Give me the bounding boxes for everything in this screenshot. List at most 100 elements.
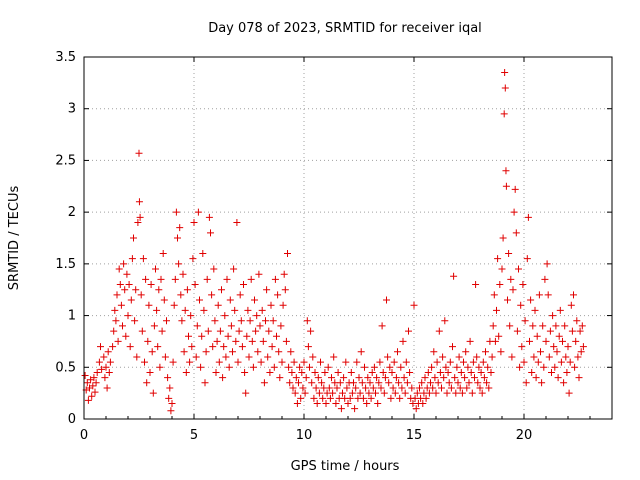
data-point bbox=[169, 358, 177, 366]
data-point bbox=[545, 353, 553, 361]
data-point bbox=[282, 337, 290, 345]
data-point bbox=[189, 255, 197, 263]
data-point bbox=[178, 317, 186, 325]
data-point bbox=[275, 348, 283, 356]
data-point bbox=[232, 337, 240, 345]
data-point bbox=[495, 332, 503, 340]
data-point bbox=[406, 368, 414, 376]
data-point bbox=[499, 234, 507, 242]
data-point bbox=[102, 363, 110, 371]
data-point bbox=[199, 250, 207, 258]
data-point bbox=[532, 374, 540, 382]
data-point bbox=[485, 384, 493, 392]
x-tick-labels: 0 5 10 15 20 bbox=[80, 428, 532, 443]
data-point bbox=[147, 281, 155, 289]
data-point bbox=[541, 275, 549, 283]
data-point bbox=[177, 291, 185, 299]
data-point bbox=[284, 250, 291, 258]
data-point bbox=[526, 337, 533, 345]
data-point bbox=[421, 374, 429, 382]
data-point bbox=[277, 322, 285, 330]
data-point bbox=[329, 389, 337, 397]
data-point bbox=[146, 368, 154, 376]
data-point bbox=[322, 399, 330, 407]
data-point bbox=[295, 379, 302, 387]
data-point bbox=[287, 348, 295, 356]
data-point bbox=[460, 358, 467, 366]
data-point bbox=[458, 389, 466, 397]
data-point bbox=[138, 327, 146, 335]
data-point bbox=[540, 363, 548, 371]
data-point bbox=[473, 353, 481, 361]
data-point bbox=[408, 384, 416, 392]
gridlines bbox=[84, 57, 612, 419]
data-point bbox=[279, 301, 287, 309]
data-point bbox=[501, 69, 509, 77]
y-tick-label: 0 bbox=[68, 412, 76, 427]
data-point bbox=[317, 358, 324, 366]
data-point bbox=[453, 363, 461, 371]
data-point bbox=[237, 317, 245, 325]
data-point bbox=[167, 407, 175, 415]
data-point bbox=[227, 322, 235, 330]
data-point bbox=[463, 384, 471, 392]
data-point bbox=[504, 296, 511, 304]
data-point bbox=[548, 368, 555, 376]
data-point bbox=[493, 306, 500, 314]
data-point bbox=[412, 405, 420, 413]
data-point bbox=[179, 270, 187, 278]
data-point bbox=[476, 384, 484, 392]
data-point bbox=[180, 348, 188, 356]
data-point bbox=[494, 255, 502, 263]
data-point bbox=[81, 372, 89, 380]
data-point bbox=[111, 306, 119, 314]
data-point bbox=[202, 348, 210, 356]
data-point bbox=[363, 399, 371, 407]
data-point bbox=[293, 399, 301, 407]
data-point bbox=[432, 389, 440, 397]
data-point bbox=[196, 296, 203, 304]
chart-title: Day 078 of 2023, SRMTID for receiver iqa… bbox=[208, 21, 482, 36]
data-point bbox=[497, 348, 505, 356]
data-point bbox=[269, 317, 277, 325]
data-point bbox=[141, 358, 148, 366]
data-point bbox=[380, 389, 388, 397]
data-point bbox=[429, 384, 437, 392]
y-tick-label: 2.5 bbox=[55, 153, 76, 168]
data-point bbox=[490, 291, 498, 299]
data-point bbox=[257, 358, 265, 366]
data-point bbox=[158, 327, 166, 335]
data-point bbox=[298, 368, 306, 376]
y-tick-label: 1 bbox=[68, 309, 76, 324]
data-point bbox=[145, 301, 153, 309]
data-point bbox=[575, 374, 583, 382]
data-point bbox=[223, 275, 231, 283]
data-point bbox=[225, 363, 233, 371]
data-point bbox=[241, 368, 249, 376]
data-point bbox=[231, 306, 239, 314]
data-point bbox=[347, 368, 355, 376]
data-point bbox=[342, 358, 350, 366]
data-point bbox=[332, 399, 340, 407]
data-point bbox=[131, 317, 139, 325]
data-point bbox=[310, 394, 318, 402]
data-point bbox=[457, 368, 465, 376]
data-point bbox=[400, 374, 408, 382]
data-point bbox=[496, 281, 504, 289]
data-point bbox=[430, 348, 438, 356]
data-point bbox=[197, 363, 205, 371]
data-point bbox=[340, 374, 348, 382]
data-point bbox=[150, 322, 158, 330]
data-point bbox=[352, 384, 360, 392]
data-point bbox=[133, 353, 141, 361]
data-point bbox=[511, 185, 519, 193]
data-point bbox=[258, 306, 266, 314]
data-point bbox=[280, 270, 288, 278]
data-point bbox=[92, 379, 100, 387]
data-point bbox=[513, 327, 521, 335]
data-point bbox=[542, 337, 550, 345]
data-point bbox=[106, 358, 114, 366]
data-point bbox=[124, 312, 132, 320]
data-point bbox=[509, 286, 517, 294]
data-point bbox=[175, 260, 183, 268]
